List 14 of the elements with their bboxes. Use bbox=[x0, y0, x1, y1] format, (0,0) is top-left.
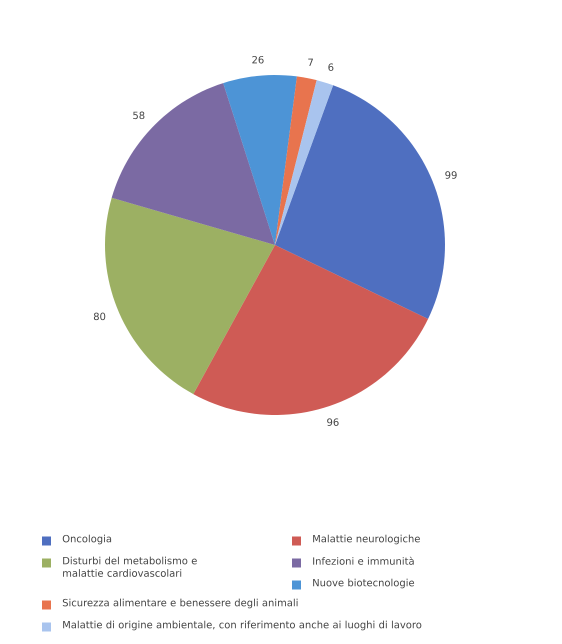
legend-label: Disturbi del metabolismo e malattie cardiovascolari bbox=[63, 556, 197, 577]
legend-label: Nuove biotecnologie bbox=[313, 578, 414, 588]
legend-label: Sicurezza alimentare e benessere degli animali bbox=[62, 598, 298, 608]
data-label: 99 bbox=[445, 171, 457, 179]
legend-label: Infezioni e immunità bbox=[313, 556, 414, 565]
data-label: 80 bbox=[94, 312, 106, 320]
data-label: 26 bbox=[252, 56, 264, 64]
data-label: 58 bbox=[133, 112, 144, 120]
data-label: 6 bbox=[328, 63, 334, 71]
legend-label: Malattie di origine ambientale, con riferimento anche ai luoghi di lavoro bbox=[63, 620, 422, 630]
data-label: 96 bbox=[327, 418, 339, 426]
data-label: 7 bbox=[308, 58, 313, 66]
legend-label: Malattie neurologiche bbox=[313, 534, 420, 544]
legend-label: Oncologia bbox=[62, 534, 111, 544]
